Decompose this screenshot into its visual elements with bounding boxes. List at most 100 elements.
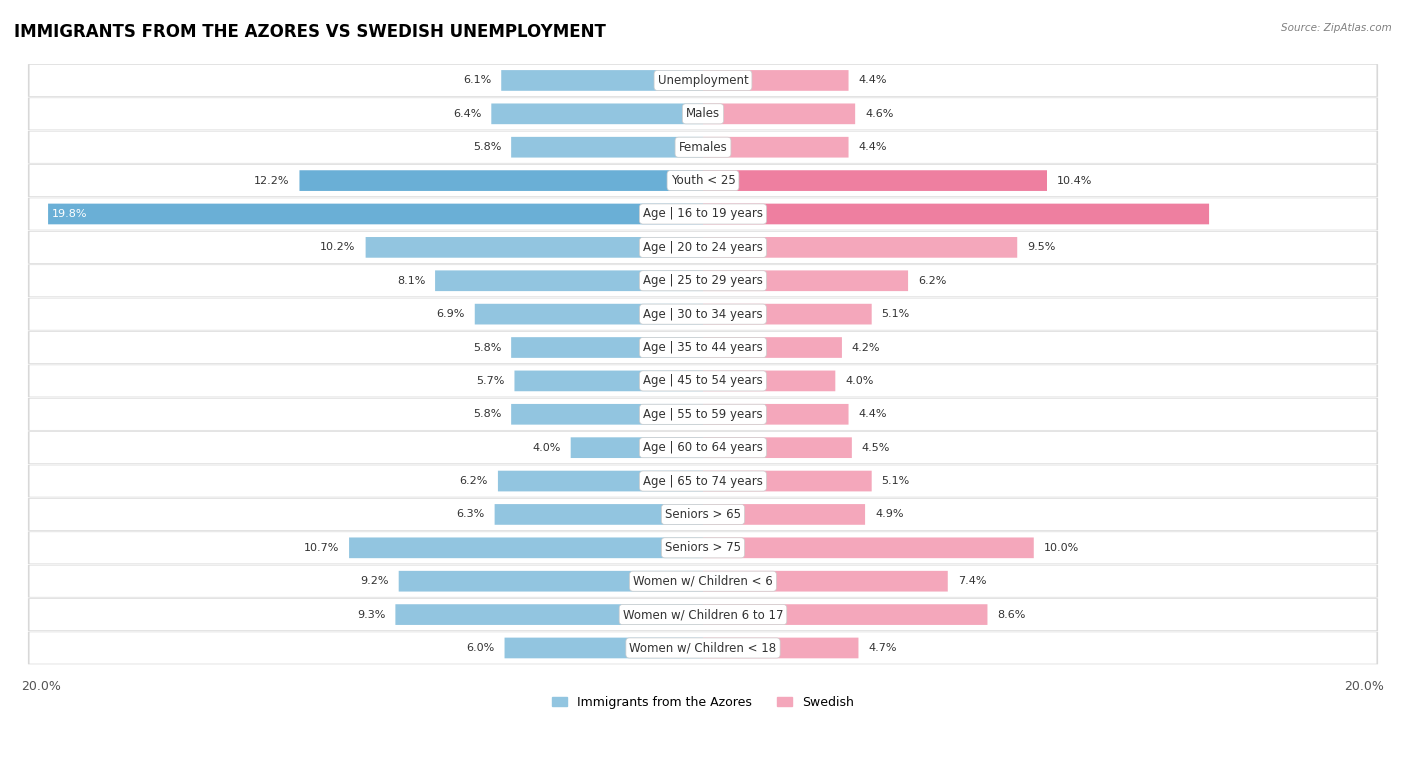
Text: 4.6%: 4.6%: [865, 109, 893, 119]
Text: Age | 60 to 64 years: Age | 60 to 64 years: [643, 441, 763, 454]
Text: 5.1%: 5.1%: [882, 476, 910, 486]
FancyBboxPatch shape: [515, 371, 703, 391]
FancyBboxPatch shape: [512, 337, 703, 358]
FancyBboxPatch shape: [28, 498, 1378, 531]
FancyBboxPatch shape: [703, 104, 855, 124]
FancyBboxPatch shape: [495, 504, 703, 525]
Text: 7.4%: 7.4%: [957, 576, 986, 586]
FancyBboxPatch shape: [703, 537, 1033, 558]
FancyBboxPatch shape: [703, 637, 859, 659]
FancyBboxPatch shape: [703, 371, 835, 391]
Text: Age | 20 to 24 years: Age | 20 to 24 years: [643, 241, 763, 254]
FancyBboxPatch shape: [28, 431, 1378, 464]
FancyBboxPatch shape: [703, 571, 948, 591]
FancyBboxPatch shape: [30, 632, 1376, 664]
FancyBboxPatch shape: [30, 532, 1376, 563]
Text: 5.7%: 5.7%: [477, 376, 505, 386]
Text: 9.2%: 9.2%: [360, 576, 389, 586]
FancyBboxPatch shape: [703, 237, 1017, 257]
FancyBboxPatch shape: [30, 232, 1376, 263]
FancyBboxPatch shape: [28, 365, 1378, 397]
FancyBboxPatch shape: [28, 598, 1378, 631]
Text: Seniors > 75: Seniors > 75: [665, 541, 741, 554]
FancyBboxPatch shape: [703, 304, 872, 325]
Text: 4.5%: 4.5%: [862, 443, 890, 453]
Text: 4.9%: 4.9%: [875, 509, 904, 519]
Text: 9.3%: 9.3%: [357, 609, 385, 619]
FancyBboxPatch shape: [28, 131, 1378, 164]
Text: 6.0%: 6.0%: [467, 643, 495, 653]
FancyBboxPatch shape: [395, 604, 703, 625]
Text: 6.9%: 6.9%: [436, 309, 465, 319]
Text: Seniors > 65: Seniors > 65: [665, 508, 741, 521]
Text: Youth < 25: Youth < 25: [671, 174, 735, 187]
FancyBboxPatch shape: [30, 432, 1376, 463]
Text: 5.8%: 5.8%: [472, 342, 501, 353]
Text: 5.8%: 5.8%: [472, 410, 501, 419]
FancyBboxPatch shape: [30, 399, 1376, 430]
Text: 4.7%: 4.7%: [869, 643, 897, 653]
Text: 4.4%: 4.4%: [859, 410, 887, 419]
FancyBboxPatch shape: [30, 65, 1376, 96]
FancyBboxPatch shape: [399, 571, 703, 591]
FancyBboxPatch shape: [571, 438, 703, 458]
FancyBboxPatch shape: [30, 365, 1376, 397]
FancyBboxPatch shape: [703, 404, 849, 425]
Text: 4.2%: 4.2%: [852, 342, 880, 353]
Text: 10.4%: 10.4%: [1057, 176, 1092, 185]
FancyBboxPatch shape: [703, 438, 852, 458]
FancyBboxPatch shape: [28, 298, 1378, 331]
FancyBboxPatch shape: [30, 499, 1376, 530]
FancyBboxPatch shape: [703, 137, 849, 157]
FancyBboxPatch shape: [30, 165, 1376, 196]
FancyBboxPatch shape: [28, 64, 1378, 97]
FancyBboxPatch shape: [512, 404, 703, 425]
FancyBboxPatch shape: [28, 264, 1378, 297]
FancyBboxPatch shape: [28, 331, 1378, 364]
Text: Age | 25 to 29 years: Age | 25 to 29 years: [643, 274, 763, 287]
FancyBboxPatch shape: [512, 137, 703, 157]
Text: Unemployment: Unemployment: [658, 74, 748, 87]
Text: Age | 30 to 34 years: Age | 30 to 34 years: [643, 307, 763, 321]
FancyBboxPatch shape: [30, 198, 1376, 229]
FancyBboxPatch shape: [703, 337, 842, 358]
Text: 4.4%: 4.4%: [859, 76, 887, 86]
FancyBboxPatch shape: [30, 599, 1376, 631]
FancyBboxPatch shape: [299, 170, 703, 191]
FancyBboxPatch shape: [703, 170, 1047, 191]
FancyBboxPatch shape: [434, 270, 703, 291]
FancyBboxPatch shape: [28, 465, 1378, 497]
Text: 8.6%: 8.6%: [997, 609, 1026, 619]
FancyBboxPatch shape: [498, 471, 703, 491]
Legend: Immigrants from the Azores, Swedish: Immigrants from the Azores, Swedish: [547, 691, 859, 714]
Text: Females: Females: [679, 141, 727, 154]
Text: Source: ZipAtlas.com: Source: ZipAtlas.com: [1281, 23, 1392, 33]
FancyBboxPatch shape: [349, 537, 703, 558]
Text: Women w/ Children 6 to 17: Women w/ Children 6 to 17: [623, 608, 783, 621]
FancyBboxPatch shape: [703, 471, 872, 491]
FancyBboxPatch shape: [703, 604, 987, 625]
Text: 4.0%: 4.0%: [533, 443, 561, 453]
Text: 6.4%: 6.4%: [453, 109, 481, 119]
Text: 6.1%: 6.1%: [463, 76, 491, 86]
Text: Women w/ Children < 6: Women w/ Children < 6: [633, 575, 773, 587]
FancyBboxPatch shape: [30, 332, 1376, 363]
Text: 5.8%: 5.8%: [472, 142, 501, 152]
Text: 5.1%: 5.1%: [882, 309, 910, 319]
FancyBboxPatch shape: [703, 270, 908, 291]
Text: 19.8%: 19.8%: [52, 209, 87, 219]
Text: Women w/ Children < 18: Women w/ Children < 18: [630, 641, 776, 655]
FancyBboxPatch shape: [28, 98, 1378, 130]
FancyBboxPatch shape: [28, 531, 1378, 564]
Text: Age | 55 to 59 years: Age | 55 to 59 years: [643, 408, 763, 421]
Text: 10.7%: 10.7%: [304, 543, 339, 553]
FancyBboxPatch shape: [703, 204, 1209, 224]
Text: Age | 35 to 44 years: Age | 35 to 44 years: [643, 341, 763, 354]
FancyBboxPatch shape: [475, 304, 703, 325]
FancyBboxPatch shape: [703, 504, 865, 525]
Text: Age | 65 to 74 years: Age | 65 to 74 years: [643, 475, 763, 488]
FancyBboxPatch shape: [28, 398, 1378, 431]
Text: Age | 45 to 54 years: Age | 45 to 54 years: [643, 375, 763, 388]
FancyBboxPatch shape: [28, 565, 1378, 597]
FancyBboxPatch shape: [48, 204, 703, 224]
